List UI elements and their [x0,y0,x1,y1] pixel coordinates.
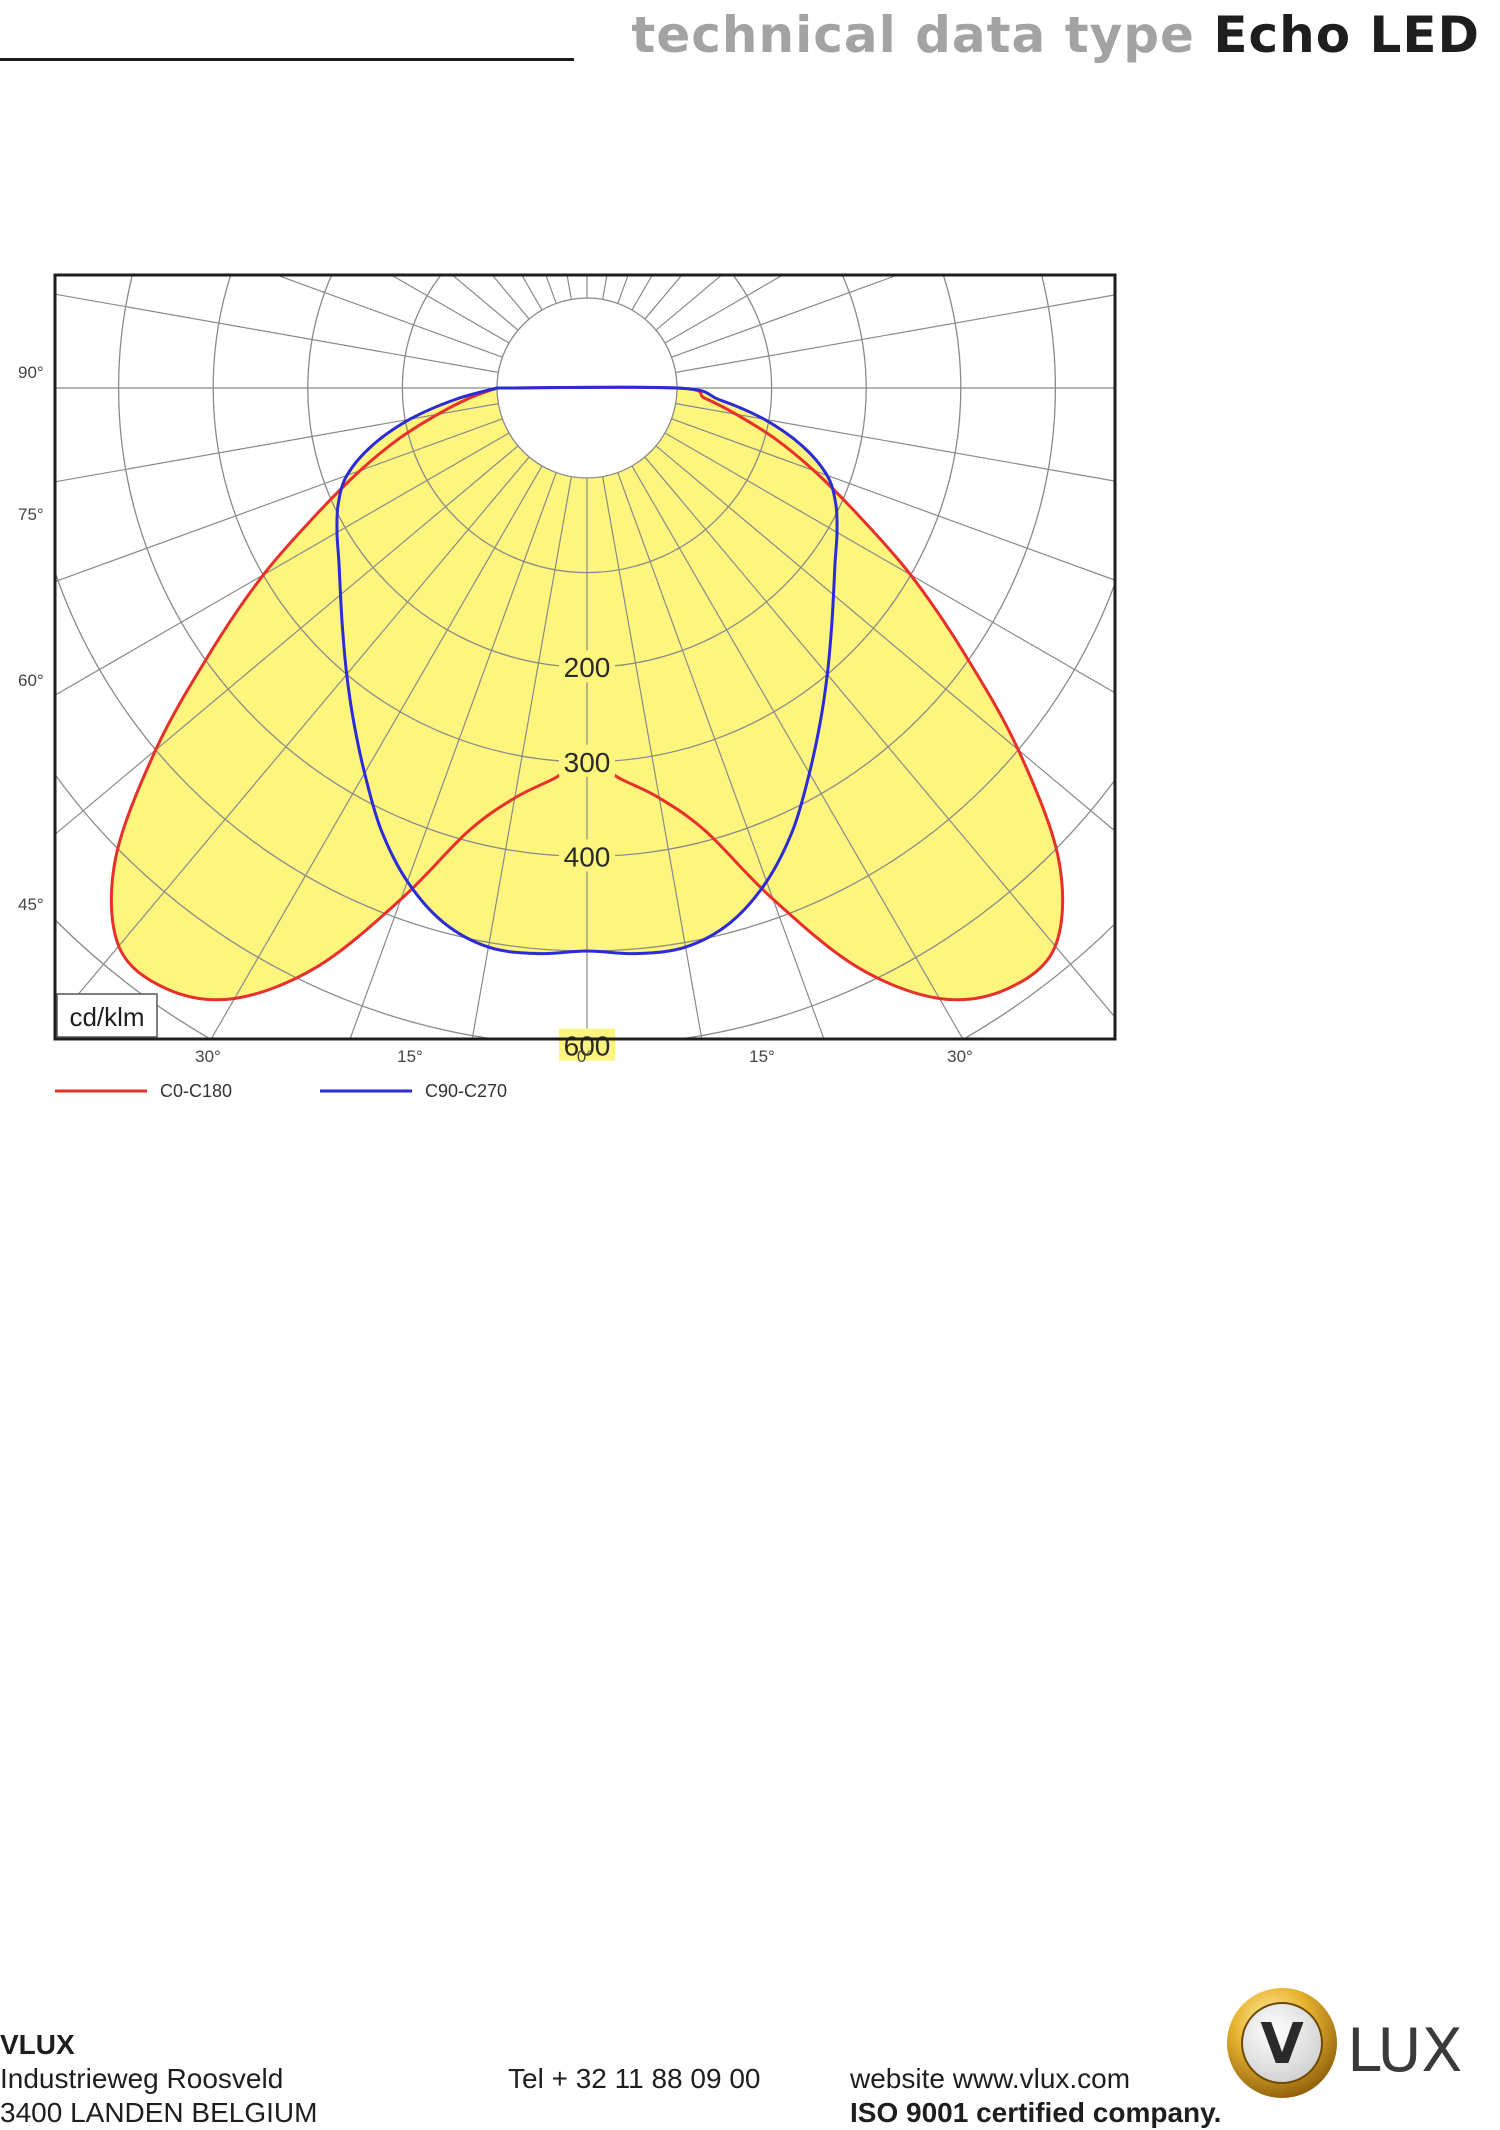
angle-label-bottom: 0° [577,1047,593,1066]
angle-label-left: 75° [18,505,44,524]
polar-chart: 200 300 400 600 cd/klm 90° 75° 60° 45° 30° 15° 0°… [18,273,1117,1100]
page-title: technical data type Echo LED [631,6,1480,64]
radial-tick-bg [559,744,615,777]
header-rule [0,58,574,61]
radial-tick-label: 400 [564,841,611,872]
grid-radial-line [675,403,1115,482]
angle-label-left: 45° [18,895,44,914]
footer-address: VLUX Industrieweg Roosveld 3400 LANDEN B… [0,2028,317,2130]
company-name: VLUX [0,2029,75,2060]
street-address: Industrieweg Roosveld [0,2063,284,2094]
unit-label-box: cd/klm [56,993,158,1038]
footer-phone: Tel + 32 11 88 09 00 [508,2062,760,2096]
title-product: Echo LED [1213,6,1480,64]
axis-label-layer: 90° 75° 60° 45° 30° 15° 0° 15° 30° [18,363,973,1066]
angle-label-left: 60° [18,671,44,690]
angle-label-bottom: 30° [195,1047,221,1066]
grid-radial-line [55,456,530,1023]
series-line-c0-c180 [109,385,1065,1002]
angle-label-left: 90° [18,363,44,382]
grid-radial-line [664,432,1115,694]
angle-label-bottom: 30° [947,1047,973,1066]
logo-letter: V [1260,2012,1304,2077]
grid-radial-line [55,403,499,483]
city-address: 3400 LANDEN BELGIUM [0,2097,318,2128]
certification-text: ISO 9001 certified company. [850,2097,1222,2128]
website-link[interactable]: website www.vlux.com [850,2063,1131,2094]
series-line-c90-c270 [335,385,839,956]
phone-number: Tel + 32 11 88 09 00 [508,2063,761,2094]
unit-label: cd/klm [69,1002,144,1032]
title-lead: technical data type [631,6,1195,64]
grid-radial-line [210,465,543,1039]
grid-radial-line [655,445,1115,832]
legend-label: C0-C180 [160,1081,232,1100]
radial-tick-layer: 200 300 400 600 [559,650,615,1062]
footer-web: website www.vlux.com ISO 9001 certified … [850,2062,1221,2130]
angle-label-bottom: 15° [749,1047,775,1066]
radial-tick-bg [559,839,615,872]
polar-chart-container: 200 300 400 600 cd/klm 90° 75° 60° 45° 30° 15° 0°… [0,200,1200,1100]
radial-tick-label: 200 [564,652,611,683]
grid-radial-line [617,472,825,1039]
grid-radial-line [671,418,1115,581]
grid-radial-line [675,294,1115,373]
angle-label-bottom: 15° [397,1047,423,1066]
grid-radial-line [349,472,557,1039]
grid-radial-line [55,445,519,836]
legend-label: C90-C270 [425,1081,507,1100]
logo-text: LUX [1347,2016,1462,2086]
grid-radial-line [644,456,1115,1019]
grid-radial-line [55,293,499,373]
plot-frame [53,273,1117,1041]
grid-radial-line [602,476,703,1039]
grid-radial-line [631,465,964,1039]
legend-item-c0-c180: C0-C180 [55,1081,232,1100]
grid-radial-line [55,432,510,696]
radial-tick-bg [559,1028,615,1061]
logo-inner-disc [1241,2002,1323,2084]
legend: C0-C180 C90-C270 [55,1081,507,1100]
radial-tick-bg [559,650,615,683]
series-layer [109,385,1065,1002]
grid-radial-line [471,476,572,1039]
legend-item-c90-c270: C90-C270 [320,1081,507,1100]
radial-tick-label: 300 [564,747,611,778]
grid-radial-line [55,418,503,583]
radial-tick-label: 600 [564,1031,611,1062]
vlux-logo: V LUX [1227,1988,1462,2098]
